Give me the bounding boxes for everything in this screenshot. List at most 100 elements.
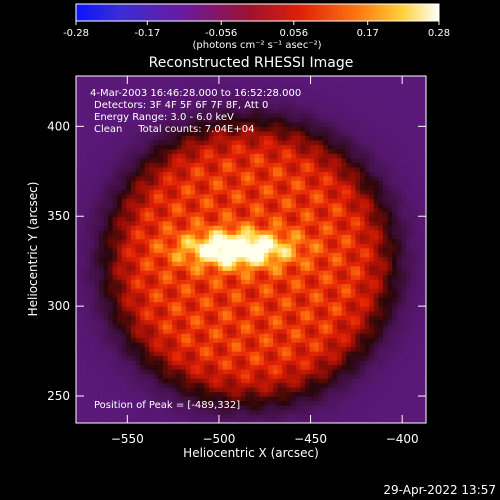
heatmap-cell bbox=[121, 364, 127, 370]
heatmap-cell bbox=[121, 238, 127, 244]
heatmap-cell bbox=[360, 382, 366, 388]
heatmap-cell bbox=[360, 112, 366, 118]
heatmap-cell bbox=[277, 94, 283, 100]
heatmap-cell bbox=[263, 126, 270, 132]
heatmap-cell bbox=[218, 81, 224, 87]
heatmap-cell bbox=[346, 175, 352, 181]
heatmap-cell bbox=[181, 369, 187, 375]
heatmap-cell bbox=[268, 279, 274, 285]
heatmap-cell bbox=[291, 274, 297, 280]
heatmap-cell bbox=[360, 153, 366, 159]
heatmap-cell bbox=[341, 355, 347, 361]
heatmap-cell bbox=[89, 297, 95, 303]
heatmap-cell bbox=[130, 270, 137, 276]
heatmap-cell bbox=[163, 130, 169, 136]
heatmap-cell bbox=[254, 355, 260, 361]
heatmap-cell bbox=[204, 216, 210, 222]
heatmap-cell bbox=[360, 184, 366, 190]
heatmap-cell bbox=[277, 108, 283, 114]
heatmap-cell bbox=[295, 400, 302, 406]
heatmap-cell bbox=[272, 382, 279, 388]
heatmap-cell bbox=[144, 292, 150, 298]
heatmap-cell bbox=[355, 346, 361, 352]
heatmap-cell bbox=[291, 135, 297, 141]
heatmap-cell bbox=[190, 144, 196, 150]
heatmap-cell bbox=[80, 418, 86, 423]
heatmap-cell bbox=[222, 76, 228, 78]
heatmap-cell bbox=[250, 117, 256, 123]
heatmap-cell bbox=[190, 207, 196, 213]
heatmap-cell bbox=[89, 193, 95, 199]
heatmap-cell bbox=[108, 409, 114, 415]
heatmap-cell bbox=[337, 166, 343, 172]
heatmap-cell bbox=[259, 306, 265, 312]
heatmap-cell bbox=[327, 144, 334, 150]
heatmap-cell bbox=[130, 180, 137, 186]
heatmap-cell bbox=[112, 121, 118, 127]
heatmap-cell bbox=[176, 319, 182, 325]
heatmap-cell bbox=[360, 103, 366, 109]
heatmap-cell bbox=[240, 355, 247, 361]
heatmap-cell bbox=[227, 238, 233, 244]
heatmap-cell bbox=[277, 274, 283, 280]
heatmap-cell bbox=[360, 400, 366, 406]
heatmap-cell bbox=[190, 409, 196, 415]
heatmap-cell bbox=[181, 306, 187, 312]
heatmap-cell bbox=[272, 108, 279, 114]
heatmap-cell bbox=[108, 328, 114, 334]
heatmap-cell bbox=[250, 279, 256, 285]
heatmap-cell bbox=[195, 373, 201, 379]
heatmap-cell bbox=[112, 135, 118, 141]
heatmap-cell bbox=[350, 283, 357, 289]
heatmap-cell bbox=[346, 360, 352, 366]
heatmap-cell bbox=[80, 162, 86, 168]
heatmap-cell bbox=[85, 85, 91, 91]
heatmap-cell bbox=[108, 288, 114, 294]
heatmap-cell bbox=[80, 207, 86, 213]
heatmap-cell bbox=[272, 337, 279, 343]
heatmap-cell bbox=[144, 364, 150, 370]
heatmap-cell bbox=[98, 139, 105, 145]
heatmap-cell bbox=[323, 288, 329, 294]
heatmap-cell bbox=[355, 369, 361, 375]
heatmap-cell bbox=[272, 126, 279, 132]
heatmap-cell bbox=[314, 324, 320, 330]
heatmap-cell bbox=[295, 157, 302, 163]
heatmap-cell bbox=[208, 229, 215, 235]
heatmap-cell bbox=[195, 382, 201, 388]
heatmap-cell bbox=[195, 252, 201, 258]
heatmap-cell bbox=[80, 387, 86, 393]
heatmap-cell bbox=[76, 324, 82, 330]
heatmap-cell bbox=[231, 315, 237, 321]
heatmap-cell bbox=[130, 229, 137, 235]
heatmap-cell bbox=[153, 288, 160, 294]
heatmap-cell bbox=[318, 216, 324, 222]
heatmap-cell bbox=[323, 193, 329, 199]
heatmap-cell bbox=[295, 184, 302, 190]
heatmap-cell bbox=[89, 405, 95, 411]
heatmap-cell bbox=[144, 216, 150, 222]
heatmap-cell bbox=[208, 382, 215, 388]
heatmap-cell bbox=[108, 112, 114, 118]
heatmap-cell bbox=[268, 337, 274, 343]
heatmap-cell bbox=[272, 225, 279, 231]
heatmap-cell bbox=[185, 405, 192, 411]
heatmap-cell bbox=[181, 175, 187, 181]
heatmap-cell bbox=[346, 351, 352, 357]
heatmap-cell bbox=[121, 130, 127, 136]
heatmap-cell bbox=[204, 391, 210, 397]
heatmap-cell bbox=[167, 211, 173, 217]
heatmap-cell bbox=[80, 144, 86, 150]
heatmap-cell bbox=[98, 171, 105, 177]
heatmap-cell bbox=[204, 135, 210, 141]
heatmap-cell bbox=[89, 238, 95, 244]
heatmap-cell bbox=[149, 396, 155, 402]
heatmap-cell bbox=[89, 319, 95, 325]
heatmap-cell bbox=[163, 333, 169, 339]
heatmap-cell bbox=[227, 225, 233, 231]
heatmap-cell bbox=[199, 229, 205, 235]
heatmap-cell bbox=[323, 130, 329, 136]
heatmap-cell bbox=[80, 333, 86, 339]
heatmap-cell bbox=[364, 243, 370, 249]
heatmap-cell bbox=[121, 175, 127, 181]
